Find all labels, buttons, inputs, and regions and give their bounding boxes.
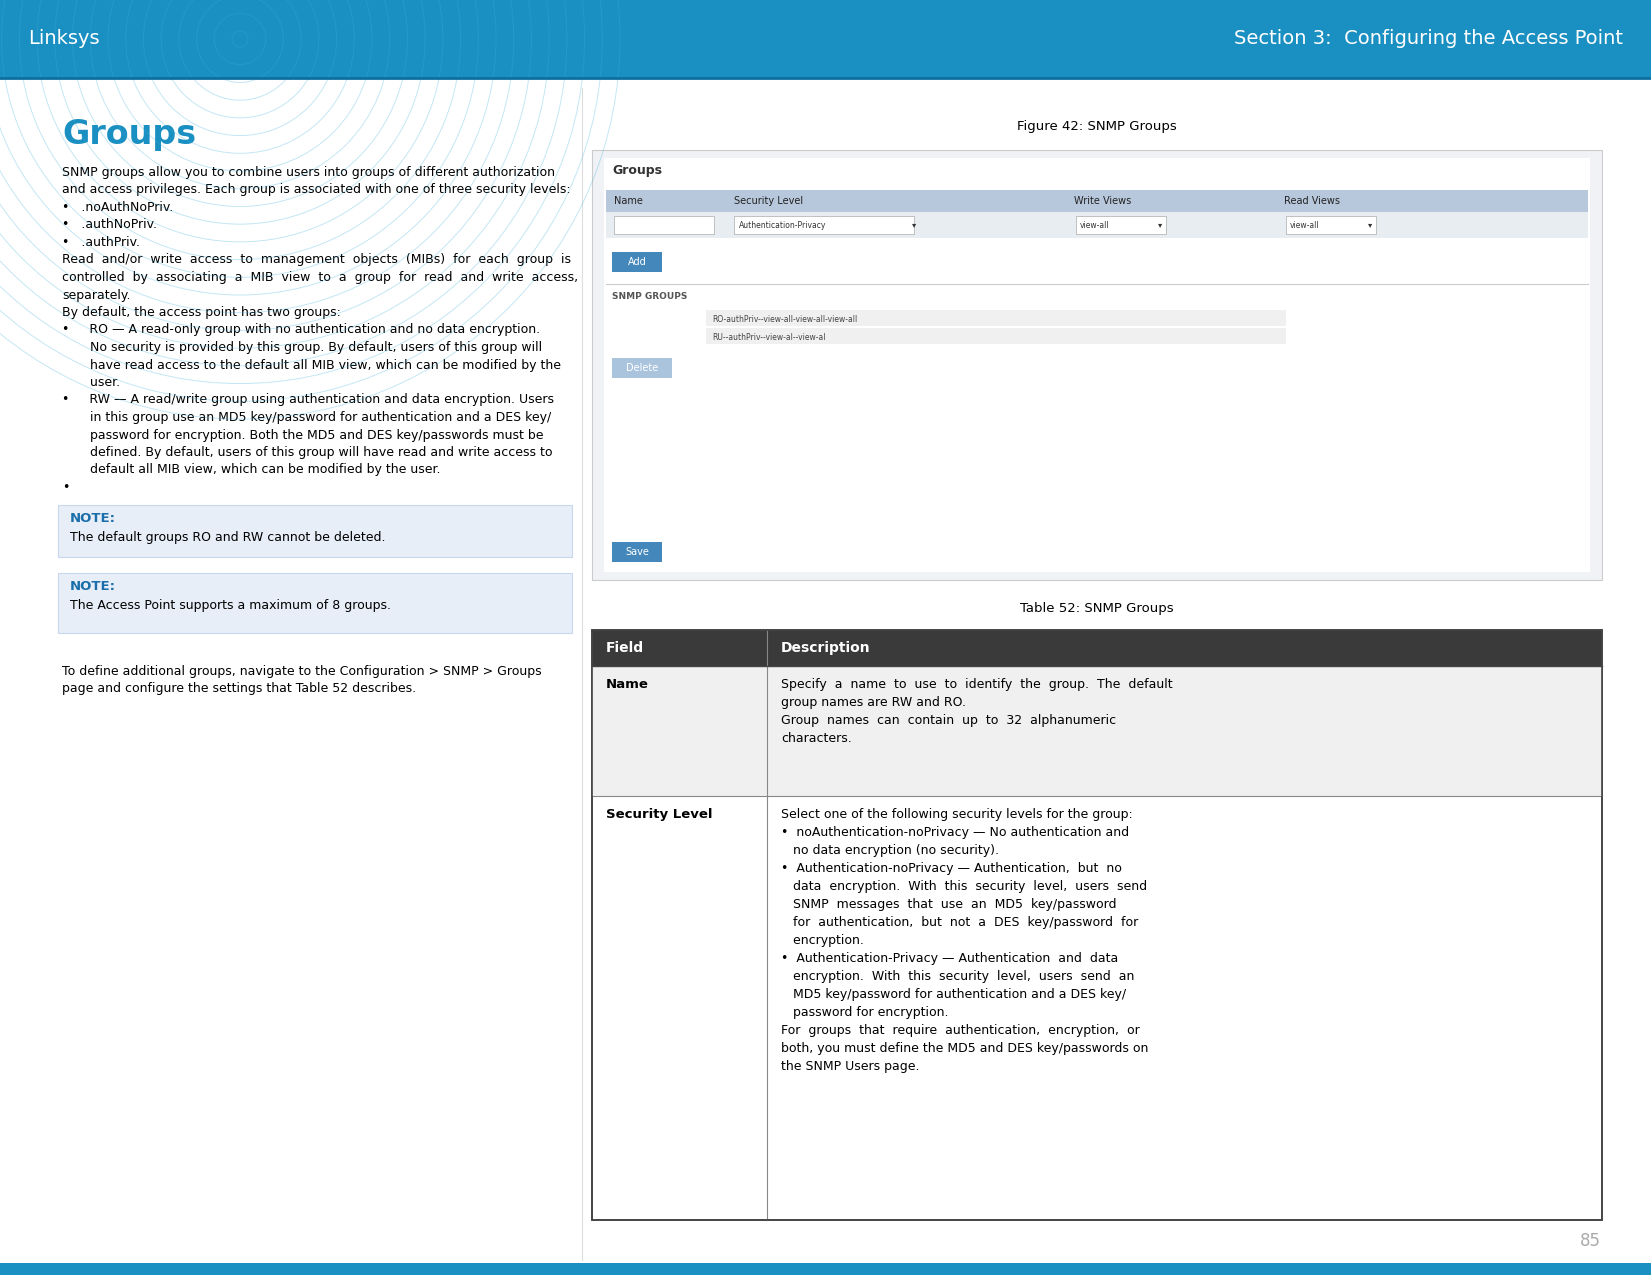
- Text: Section 3:  Configuring the Access Point: Section 3: Configuring the Access Point: [1233, 29, 1623, 48]
- Bar: [614, 215, 713, 235]
- Text: SNMP GROUPS: SNMP GROUPS: [613, 292, 687, 301]
- Text: Figure 42: SNMP Groups: Figure 42: SNMP Groups: [1017, 120, 1177, 133]
- Text: default all MIB view, which can be modified by the user.: default all MIB view, which can be modif…: [63, 464, 441, 477]
- Text: Authentication-Privacy: Authentication-Privacy: [740, 221, 827, 230]
- Text: •: •: [63, 481, 69, 493]
- Bar: [1076, 215, 1166, 235]
- Bar: [606, 190, 1588, 212]
- Text: password for encryption. Both the MD5 and DES key/passwords must be: password for encryption. Both the MD5 an…: [63, 428, 543, 441]
- Text: NOTE:: NOTE:: [69, 513, 116, 525]
- Text: RO-authPriv--view-all-view-all-view-all: RO-authPriv--view-all-view-all-view-all: [712, 315, 857, 324]
- Text: have read access to the default all MIB view, which can be modified by the: have read access to the default all MIB …: [63, 358, 561, 371]
- Bar: [58, 572, 571, 632]
- Text: To define additional groups, navigate to the Configuration > SNMP > Groups: To define additional groups, navigate to…: [63, 664, 542, 677]
- Text: NOTE:: NOTE:: [69, 580, 116, 593]
- Text: SNMP groups allow you to combine users into groups of different authorization: SNMP groups allow you to combine users i…: [63, 166, 555, 178]
- Text: Linksys: Linksys: [28, 29, 99, 48]
- Text: characters.: characters.: [781, 732, 852, 745]
- Text: 85: 85: [1580, 1232, 1601, 1249]
- Bar: [0, 1264, 1651, 1275]
- Bar: [58, 505, 571, 556]
- Text: Field: Field: [606, 641, 644, 655]
- Text: •     RW — A read/write group using authentication and data encryption. Users: • RW — A read/write group using authenti…: [63, 394, 555, 407]
- Bar: [1286, 215, 1375, 235]
- Bar: [707, 328, 1286, 344]
- Text: The Access Point supports a maximum of 8 groups.: The Access Point supports a maximum of 8…: [69, 598, 391, 612]
- Text: the SNMP Users page.: the SNMP Users page.: [781, 1060, 920, 1074]
- Text: •  Authentication-Privacy — Authentication  and  data: • Authentication-Privacy — Authenticatio…: [781, 952, 1118, 965]
- Text: page and configure the settings that Table 52 describes.: page and configure the settings that Tab…: [63, 682, 416, 695]
- Text: No security is provided by this group. By default, users of this group will: No security is provided by this group. B…: [63, 340, 542, 354]
- Text: password for encryption.: password for encryption.: [781, 1006, 949, 1019]
- Text: Groups: Groups: [613, 164, 662, 177]
- Bar: [613, 542, 662, 562]
- Bar: [604, 158, 1590, 572]
- Bar: [735, 215, 915, 235]
- Text: •  noAuthentication-noPrivacy — No authentication and: • noAuthentication-noPrivacy — No authen…: [781, 826, 1129, 839]
- Text: Description: Description: [781, 641, 870, 655]
- Text: Read  and/or  write  access  to  management  objects  (MIBs)  for  each  group  : Read and/or write access to management o…: [63, 254, 571, 266]
- Bar: [613, 358, 672, 377]
- Text: Write Views: Write Views: [1075, 196, 1131, 207]
- Text: encryption.: encryption.: [781, 935, 863, 947]
- Bar: [593, 630, 1601, 1220]
- Text: The default groups RO and RW cannot be deleted.: The default groups RO and RW cannot be d…: [69, 530, 385, 543]
- Text: Add: Add: [627, 258, 647, 266]
- Text: defined. By default, users of this group will have read and write access to: defined. By default, users of this group…: [63, 446, 553, 459]
- Text: both, you must define the MD5 and DES key/passwords on: both, you must define the MD5 and DES ke…: [781, 1042, 1149, 1054]
- Text: SNMP  messages  that  use  an  MD5  key/password: SNMP messages that use an MD5 key/passwo…: [781, 898, 1116, 912]
- Bar: [0, 0, 1651, 78]
- Text: view-all: view-all: [1080, 221, 1109, 230]
- Text: MD5 key/password for authentication and a DES key/: MD5 key/password for authentication and …: [781, 988, 1126, 1001]
- Bar: [606, 212, 1588, 238]
- Bar: [707, 310, 1286, 326]
- Text: RU--authPriv--view-al--view-al: RU--authPriv--view-al--view-al: [712, 333, 826, 342]
- Text: ▾: ▾: [1369, 221, 1372, 230]
- Bar: [613, 252, 662, 272]
- Text: Name: Name: [606, 678, 649, 691]
- Text: no data encryption (no security).: no data encryption (no security).: [781, 844, 999, 857]
- Text: •     RO — A read-only group with no authentication and no data encryption.: • RO — A read-only group with no authent…: [63, 324, 540, 337]
- Text: for  authentication,  but  not  a  DES  key/password  for: for authentication, but not a DES key/pa…: [781, 915, 1138, 929]
- Text: Groups: Groups: [63, 119, 196, 150]
- Text: By default, the access point has two groups:: By default, the access point has two gro…: [63, 306, 340, 319]
- Text: For  groups  that  require  authentication,  encryption,  or: For groups that require authentication, …: [781, 1024, 1139, 1037]
- Text: •   .authNoPriv.: • .authNoPriv.: [63, 218, 157, 232]
- Text: group names are RW and RO.: group names are RW and RO.: [781, 696, 966, 709]
- Text: controlled  by  associating  a  MIB  view  to  a  group  for  read  and  write  : controlled by associating a MIB view to …: [63, 272, 578, 284]
- Text: •   .authPriv.: • .authPriv.: [63, 236, 140, 249]
- Text: Save: Save: [626, 547, 649, 557]
- Text: ▾: ▾: [1157, 221, 1162, 230]
- Text: •   .noAuthNoPriv.: • .noAuthNoPriv.: [63, 201, 173, 214]
- Text: Group  names  can  contain  up  to  32  alphanumeric: Group names can contain up to 32 alphanu…: [781, 714, 1116, 727]
- Text: view-all: view-all: [1289, 221, 1319, 230]
- Text: Security Level: Security Level: [606, 808, 713, 821]
- Bar: [593, 666, 1601, 796]
- Text: Read Views: Read Views: [1284, 196, 1341, 207]
- Text: Name: Name: [614, 196, 642, 207]
- Text: Delete: Delete: [626, 363, 659, 374]
- Text: ▾: ▾: [911, 221, 916, 230]
- Bar: [593, 150, 1601, 580]
- Text: Specify  a  name  to  use  to  identify  the  group.  The  default: Specify a name to use to identify the gr…: [781, 678, 1172, 691]
- Text: and access privileges. Each group is associated with one of three security level: and access privileges. Each group is ass…: [63, 184, 571, 196]
- Text: Security Level: Security Level: [735, 196, 802, 207]
- Bar: [593, 630, 1601, 1220]
- Text: Table 52: SNMP Groups: Table 52: SNMP Groups: [1020, 602, 1174, 615]
- Text: encryption.  With  this  security  level,  users  send  an: encryption. With this security level, us…: [781, 970, 1134, 983]
- Text: user.: user.: [63, 376, 121, 389]
- Text: Select one of the following security levels for the group:: Select one of the following security lev…: [781, 808, 1133, 821]
- Bar: [593, 630, 1601, 666]
- Text: separately.: separately.: [63, 288, 130, 301]
- Text: in this group use an MD5 key/password for authentication and a DES key/: in this group use an MD5 key/password fo…: [63, 411, 551, 425]
- Text: •  Authentication-noPrivacy — Authentication,  but  no: • Authentication-noPrivacy — Authenticat…: [781, 862, 1123, 875]
- Text: data  encryption.  With  this  security  level,  users  send: data encryption. With this security leve…: [781, 880, 1147, 892]
